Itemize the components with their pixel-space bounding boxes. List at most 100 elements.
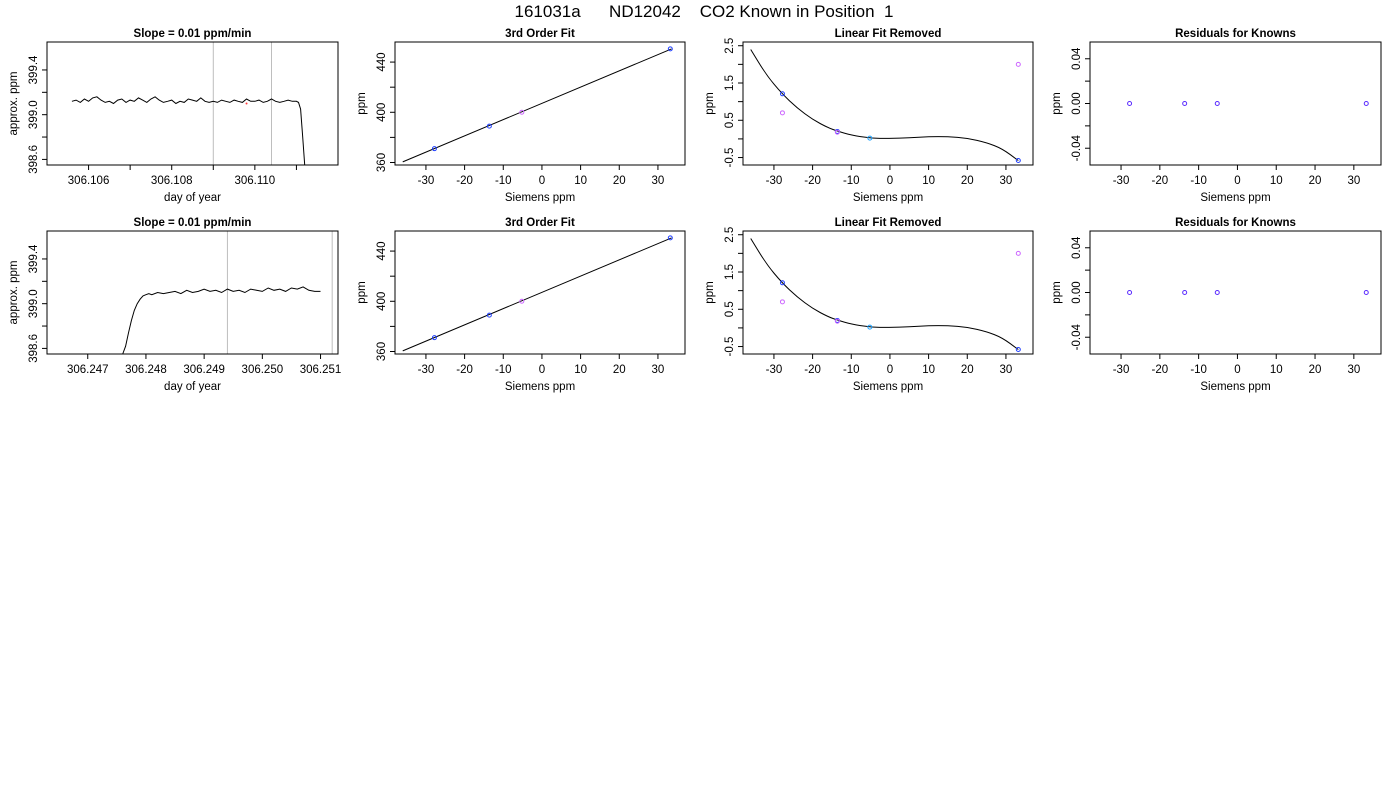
x-tick-label: 20 [1309, 175, 1322, 187]
data-point [1015, 61, 1021, 67]
y-axis-label: ppm [1051, 281, 1063, 303]
plot-frame [46, 230, 339, 355]
data-point [1214, 290, 1220, 295]
series-line [71, 96, 306, 165]
x-tick-label: -10 [843, 175, 860, 187]
x-tick-label: 0 [887, 175, 893, 187]
data-point [1182, 101, 1188, 106]
data-point [779, 280, 785, 286]
data-point [834, 129, 840, 135]
data-point [1363, 101, 1369, 106]
x-tick-label: 20 [961, 364, 974, 376]
plot-frame [46, 41, 339, 166]
x-tick-label: 30 [652, 364, 665, 376]
data-point [486, 123, 492, 129]
y-tick-label: 0.5 [724, 112, 736, 128]
x-tick-label: 10 [1270, 175, 1283, 187]
data-point [1214, 101, 1220, 106]
y-tick-label: 400 [376, 292, 388, 311]
x-axis-label: Siemens ppm [1200, 381, 1270, 393]
y-tick-label: 1.5 [724, 264, 736, 280]
y-axis-label: ppm [704, 281, 716, 303]
series-line [122, 286, 321, 354]
x-tick-label: -20 [804, 175, 821, 187]
y-tick-label: 0.5 [724, 301, 736, 317]
chart-title: Residuals for Knowns [1175, 217, 1296, 229]
chart-panel-7: Linear Fit Removed -30 -20 -10 0 10 20 30 -0.5 0.… [704, 217, 1034, 393]
chart-panel-6: 3rd Order Fit -30 -20 -10 0 10 20 30 360 400 440 Si… [356, 217, 686, 393]
fit-line [402, 237, 672, 352]
chart-panels: Slope = 0.01 ppm/min 306.106 306.108 306.11… [8, 28, 1382, 393]
data-point [1363, 290, 1369, 295]
x-tick-label: 306.106 [68, 175, 110, 187]
y-tick-label: 360 [376, 153, 388, 172]
x-tick-label: -30 [1113, 175, 1130, 187]
y-tick-label: 0.04 [1071, 236, 1083, 259]
plot-frame [1089, 230, 1382, 355]
data-point [519, 298, 525, 304]
x-tick-label: 30 [1000, 364, 1013, 376]
data-point [431, 335, 437, 341]
y-tick-label: 1.5 [724, 75, 736, 91]
y-tick-label: -0.5 [724, 337, 736, 357]
chart-title: 3rd Order Fit [505, 28, 575, 40]
y-tick-label: 0.00 [1071, 92, 1083, 114]
figure-title: 161031a ND12042 CO2 Known in Position 1 [515, 2, 894, 21]
plot-area [750, 49, 1021, 164]
x-tick-label: 306.249 [183, 364, 225, 376]
y-tick-label: 399.0 [28, 289, 40, 318]
data-point [867, 324, 873, 330]
y-tick-label: 398.6 [28, 145, 40, 174]
plot-frame [742, 230, 1034, 355]
plot-area [71, 42, 306, 165]
chart-title: Linear Fit Removed [835, 28, 942, 40]
x-tick-label: 30 [1000, 175, 1013, 187]
x-axis-label: Siemens ppm [853, 381, 923, 393]
plot-area [1127, 290, 1369, 295]
x-tick-label: 10 [1270, 364, 1283, 376]
chart-panel-3: Linear Fit Removed -30 -20 -10 0 10 20 30 -0.5 0.… [704, 28, 1034, 204]
y-axis-label: ppm [356, 281, 368, 303]
chart-panel-1: Slope = 0.01 ppm/min 306.106 306.108 306.11… [8, 28, 339, 204]
x-tick-label: 30 [1347, 175, 1360, 187]
y-axis-label: ppm [1051, 92, 1063, 114]
x-tick-label: 0 [539, 175, 545, 187]
y-tick-label: 399.0 [28, 100, 40, 129]
y-tick-label: 440 [376, 241, 388, 260]
x-tick-label: 20 [613, 175, 626, 187]
y-axis-label: approx. ppm [8, 261, 20, 325]
x-tick-label: -20 [804, 364, 821, 376]
x-tick-label: 10 [922, 364, 935, 376]
x-tick-label: 0 [887, 364, 893, 376]
y-tick-label: -0.04 [1071, 135, 1083, 162]
x-tick-label: 0 [539, 364, 545, 376]
x-axis-label: day of year [164, 192, 221, 204]
x-tick-label: -30 [418, 175, 435, 187]
x-tick-label: 20 [613, 364, 626, 376]
x-tick-label: 306.108 [151, 175, 193, 187]
data-point [1182, 290, 1188, 295]
data-point [779, 110, 785, 116]
data-point [667, 46, 673, 52]
x-tick-label: 306.110 [234, 175, 275, 187]
x-tick-label: 20 [961, 175, 974, 187]
data-point [486, 312, 492, 318]
x-tick-label: -10 [495, 175, 512, 187]
x-axis-label: Siemens ppm [853, 192, 923, 204]
x-tick-label: -10 [1190, 364, 1207, 376]
y-tick-label: 440 [376, 52, 388, 71]
data-point [1015, 158, 1021, 164]
chart-title: 3rd Order Fit [505, 217, 575, 229]
plot-frame [1089, 41, 1382, 166]
chart-title: Slope = 0.01 ppm/min [134, 28, 252, 40]
red-marker [245, 102, 248, 105]
x-tick-label: 10 [574, 364, 587, 376]
plot-area [122, 231, 333, 354]
x-tick-label: -20 [456, 364, 473, 376]
y-tick-label: 399.4 [28, 244, 40, 273]
y-tick-label: 2.5 [724, 227, 736, 243]
data-point [779, 299, 785, 305]
y-tick-label: 360 [376, 342, 388, 361]
x-tick-label: 0 [1234, 364, 1240, 376]
